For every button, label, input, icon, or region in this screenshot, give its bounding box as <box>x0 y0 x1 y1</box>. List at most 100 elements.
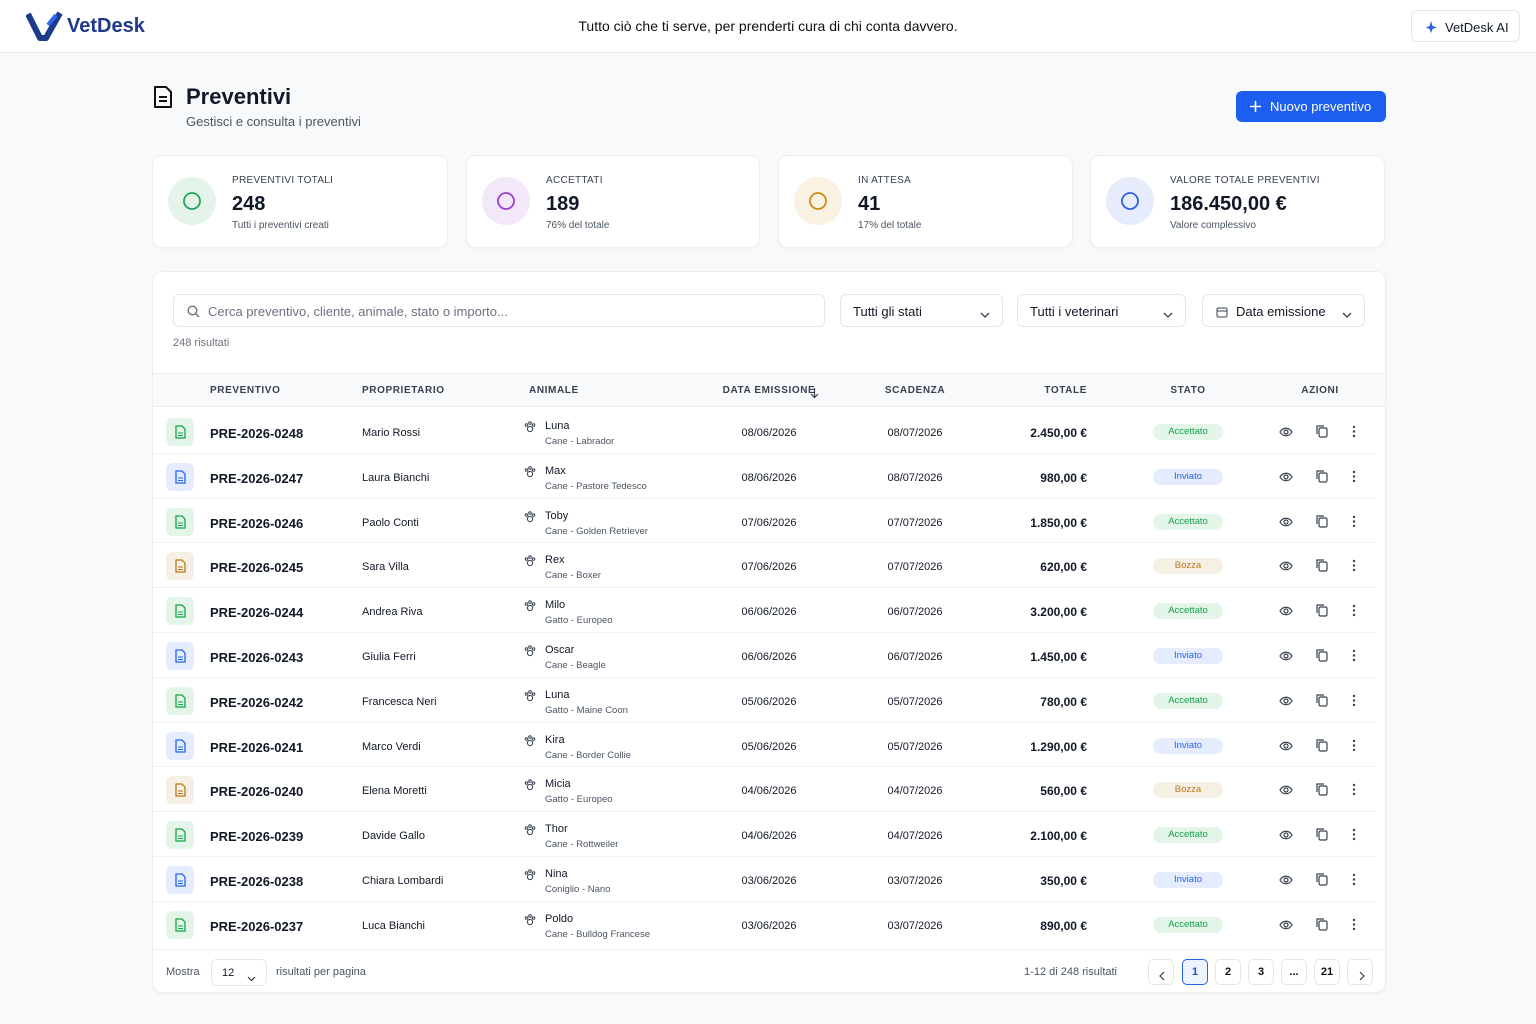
more-action[interactable] <box>1352 694 1356 713</box>
pet-breed: Gatto - Maine Coon <box>545 704 628 716</box>
copy-action[interactable] <box>1315 469 1328 488</box>
copy-action[interactable] <box>1315 827 1328 846</box>
more-action[interactable] <box>1352 918 1356 937</box>
new-quote-button[interactable]: Nuovo preventivo <box>1236 91 1386 122</box>
paw-icon <box>524 778 536 796</box>
more-action-graphic <box>1352 425 1356 438</box>
stat-value: 186.450,00 € <box>1170 193 1287 215</box>
per-page-select[interactable]: 12 <box>211 959 267 986</box>
view-action[interactable] <box>1279 828 1293 846</box>
pet-breed: Cane - Pastore Tedesco <box>545 480 647 492</box>
more-action[interactable] <box>1352 783 1356 802</box>
paw-icon-graphic <box>524 645 536 657</box>
expiry-date: 03/07/2026 <box>887 875 943 887</box>
total: 1.450,00 € <box>1030 650 1087 664</box>
table-row: PRE-2026-0244 Andrea Riva Milo Gatto - Euro… <box>153 588 1385 633</box>
paw-icon <box>524 599 536 617</box>
quote-id: PRE-2026-0240 <box>210 784 304 800</box>
row-divider <box>153 587 1375 589</box>
page-button[interactable]: 1 <box>1182 959 1208 985</box>
paw-icon <box>524 465 536 483</box>
total: 620,00 € <box>1040 560 1087 575</box>
more-action[interactable] <box>1352 470 1356 489</box>
more-action[interactable] <box>1352 604 1356 623</box>
copy-action[interactable] <box>1315 648 1328 667</box>
quote-icon <box>166 597 194 630</box>
copy-action[interactable] <box>1315 558 1328 577</box>
view-action[interactable] <box>1279 470 1293 488</box>
view-action[interactable] <box>1279 783 1293 801</box>
view-action[interactable] <box>1279 739 1293 757</box>
tagline: Tutto ciò che ti serve, per prenderti cu… <box>578 18 958 34</box>
copy-action[interactable] <box>1315 782 1328 801</box>
more-action[interactable] <box>1352 828 1356 847</box>
search-placeholder: Cerca preventivo, cliente, animale, stat… <box>208 304 508 319</box>
stat-value: 189 <box>546 193 580 215</box>
page-button[interactable]: 3 <box>1248 959 1274 985</box>
row-divider <box>153 676 1375 678</box>
total: 3.200,00 € <box>1030 605 1087 620</box>
view-action[interactable] <box>1279 694 1293 712</box>
owner: Luca Bianchi <box>362 919 425 932</box>
copy-action-graphic <box>1316 649 1328 662</box>
calendar-icon <box>1216 305 1228 323</box>
stat-value: 41 <box>858 193 881 215</box>
row-divider <box>153 811 1375 813</box>
pet-name: Thor <box>545 823 568 836</box>
copy-action[interactable] <box>1315 424 1328 443</box>
total: 1.850,00 € <box>1030 515 1087 530</box>
quote-icon <box>166 552 194 585</box>
expiry-date: 04/07/2026 <box>887 830 943 843</box>
filter-select[interactable]: Tutti gli stati <box>840 294 1003 327</box>
paw-icon-graphic <box>524 421 536 433</box>
pet-name: Nina <box>545 868 568 880</box>
page-button[interactable]: 21 <box>1314 959 1340 985</box>
copy-action[interactable] <box>1315 603 1328 622</box>
copy-action[interactable] <box>1315 872 1328 891</box>
more-action-graphic <box>1352 739 1356 751</box>
next-page[interactable] <box>1347 959 1373 985</box>
view-action[interactable] <box>1279 873 1293 891</box>
expiry-date: 03/07/2026 <box>887 919 943 932</box>
copy-action[interactable] <box>1315 738 1328 757</box>
more-action[interactable] <box>1352 649 1356 668</box>
copy-action[interactable] <box>1315 917 1328 936</box>
search-box[interactable]: Cerca preventivo, cliente, animale, stat… <box>173 294 825 327</box>
page-button[interactable]: ... <box>1281 959 1307 985</box>
quote-id: PRE-2026-0246 <box>210 515 304 531</box>
view-action[interactable] <box>1279 649 1293 667</box>
top-bar: VetDesk Tutto ciò che ti serve, per pren… <box>0 0 1536 53</box>
stat-note: 17% del totale <box>858 220 922 231</box>
quote-id: PRE-2026-0241 <box>210 739 304 755</box>
view-action[interactable] <box>1279 515 1293 533</box>
page-subtitle: Gestisci e consulta i preventivi <box>186 114 361 129</box>
pet-name: Luna <box>545 420 570 432</box>
more-action[interactable] <box>1352 873 1356 892</box>
owner: Sara Villa <box>362 561 409 574</box>
more-action[interactable] <box>1352 739 1356 758</box>
more-action[interactable] <box>1352 425 1356 444</box>
view-action[interactable] <box>1279 559 1293 577</box>
page-title: Preventivi <box>186 84 292 109</box>
ai-button[interactable]: VetDesk AI <box>1411 10 1520 42</box>
copy-action[interactable] <box>1315 693 1328 712</box>
paw-icon <box>524 823 536 841</box>
view-action[interactable] <box>1279 425 1293 443</box>
table-row: PRE-2026-0243 Giulia Ferri Oscar Cane - Bea… <box>153 633 1385 678</box>
more-action[interactable] <box>1352 515 1356 534</box>
copy-action[interactable] <box>1315 514 1328 533</box>
page-button[interactable]: 2 <box>1215 959 1241 985</box>
prev-page[interactable] <box>1148 959 1174 985</box>
stat-icon <box>1106 177 1154 230</box>
filter-select[interactable]: Tutti i veterinari <box>1017 294 1186 327</box>
table-row: PRE-2026-0246 Paolo Conti Toby Cane - Golde… <box>153 499 1385 544</box>
more-action[interactable] <box>1352 559 1356 578</box>
view-action[interactable] <box>1279 604 1293 622</box>
filter-select[interactable]: Data emissione <box>1202 294 1365 327</box>
stat-icon-graphic <box>482 177 530 225</box>
view-action[interactable] <box>1279 918 1293 936</box>
copy-action-graphic <box>1316 514 1328 528</box>
column-header: DATA EMISSIONE <box>722 385 816 396</box>
stat-icon <box>168 177 216 230</box>
footer-divider <box>153 949 1385 950</box>
